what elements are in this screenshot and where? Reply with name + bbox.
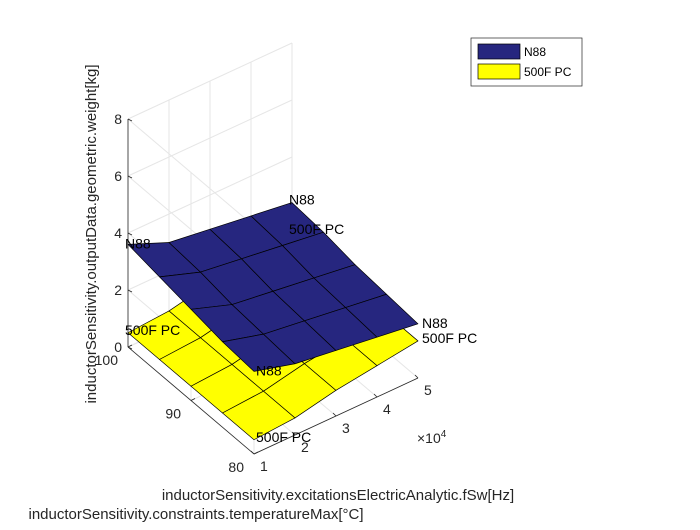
z-tick-label: 8 [114, 111, 122, 127]
x-tick [373, 393, 378, 398]
y-axis-title: inductorSensitivity.constraints.temperat… [28, 506, 363, 523]
x-tick [250, 450, 255, 455]
legend-label-500f-pc: 500F PC [524, 65, 572, 79]
z-tick [127, 118, 133, 122]
z-tick [127, 346, 133, 350]
y-tick [190, 398, 196, 401]
y-tick [253, 451, 259, 455]
x-tick-label: 3 [342, 420, 350, 436]
x-tick-label: 1 [260, 458, 268, 474]
surface-point-label: 500F PC [125, 322, 180, 338]
surface-patch [345, 293, 419, 338]
x-tick [332, 412, 337, 417]
z-tick [127, 232, 133, 236]
y-tick [127, 344, 133, 348]
surface-point-label: 500F PC [256, 429, 311, 445]
y-tick-label: 80 [228, 459, 244, 475]
x-tick-label: 5 [424, 382, 432, 398]
surface-point-label: N88 [256, 362, 282, 378]
z-tick-label: 6 [114, 168, 122, 184]
surface-point-label: 500F PC [289, 221, 344, 237]
x-axis-title: inductorSensitivity.excitationsElectricA… [162, 487, 514, 504]
surface-point-label: N88 [422, 315, 448, 331]
x-axis-exponent: ×104 [417, 429, 447, 446]
surface-point-label: N88 [125, 235, 151, 251]
legend-label-n88: N88 [524, 45, 546, 59]
x-tick [414, 374, 419, 379]
legend-swatch-500f-pc [477, 63, 521, 80]
surface-point-label: N88 [289, 192, 315, 208]
surface-point-label: 500F PC [422, 330, 477, 346]
x-tick-label: 2 [301, 439, 309, 455]
z-tick [127, 289, 133, 293]
z-axis-title: inductorSensitivity.outputData.geometric… [83, 64, 100, 403]
z-tick-label: 4 [114, 225, 122, 241]
y-tick-label: 100 [95, 352, 119, 368]
legend: N88 500F PC [470, 37, 583, 87]
y-tick-label: 90 [165, 406, 181, 422]
legend-swatch-n88 [477, 43, 521, 60]
z-tick-label: 0 [114, 339, 122, 355]
x-tick [291, 431, 296, 436]
surface-n88 [127, 202, 419, 372]
z-tick [127, 175, 133, 179]
z-tick-label: 2 [114, 282, 122, 298]
surfaces-layer [127, 202, 419, 441]
x-tick-label: 4 [383, 401, 391, 417]
